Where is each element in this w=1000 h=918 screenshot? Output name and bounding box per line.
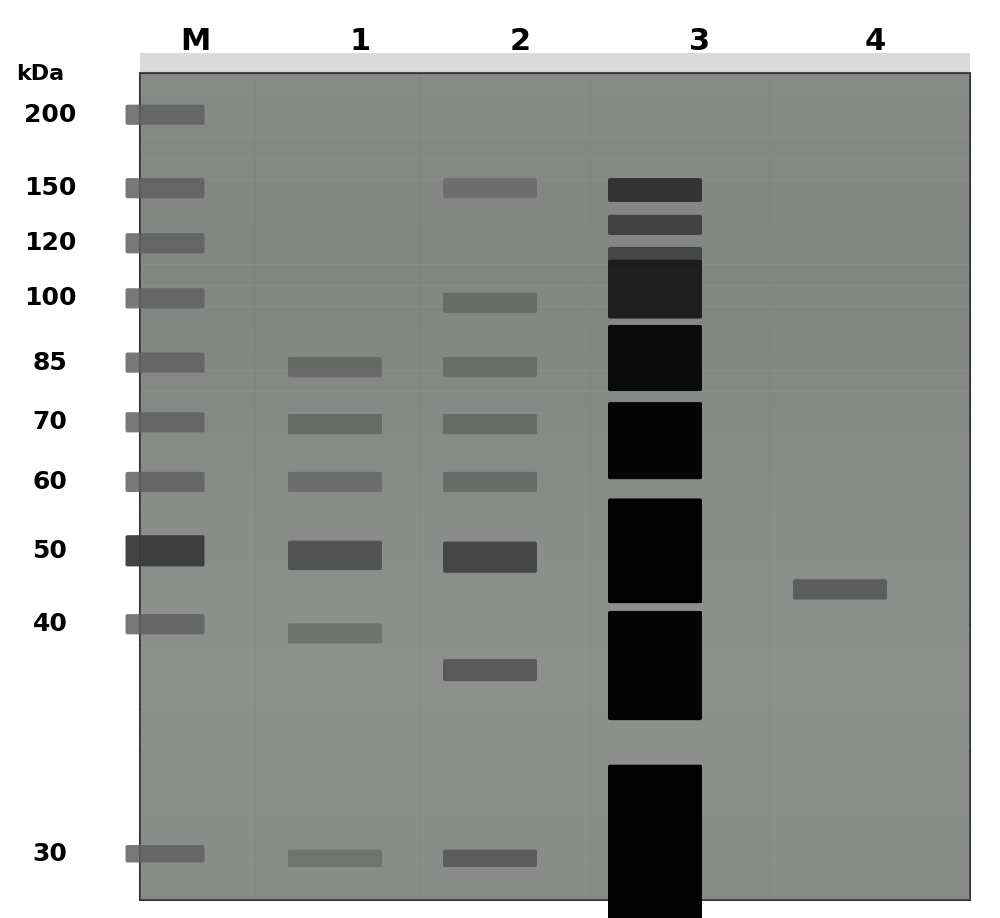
Text: M: M <box>180 27 210 56</box>
Text: 70: 70 <box>33 410 67 434</box>
Bar <box>140 243 970 264</box>
Bar <box>140 329 970 349</box>
Text: 150: 150 <box>24 176 76 200</box>
FancyBboxPatch shape <box>443 178 537 198</box>
FancyBboxPatch shape <box>126 233 205 253</box>
Text: 30: 30 <box>33 842 67 866</box>
Bar <box>140 794 970 815</box>
Text: 40: 40 <box>33 612 67 636</box>
FancyBboxPatch shape <box>126 105 205 125</box>
FancyBboxPatch shape <box>443 357 537 377</box>
Text: 2: 2 <box>509 27 531 56</box>
Text: 85: 85 <box>33 351 67 375</box>
Bar <box>140 582 970 603</box>
FancyBboxPatch shape <box>126 535 205 566</box>
Text: 3: 3 <box>689 27 711 56</box>
FancyBboxPatch shape <box>288 623 382 644</box>
Bar <box>140 519 970 540</box>
Bar <box>140 159 970 179</box>
Bar <box>140 285 970 307</box>
Bar <box>140 667 970 688</box>
FancyBboxPatch shape <box>608 215 702 235</box>
FancyBboxPatch shape <box>288 357 382 377</box>
FancyBboxPatch shape <box>608 325 702 391</box>
FancyBboxPatch shape <box>126 614 205 634</box>
Bar <box>140 117 970 137</box>
Text: 50: 50 <box>33 539 67 563</box>
Bar <box>140 476 970 498</box>
FancyBboxPatch shape <box>608 498 702 603</box>
FancyBboxPatch shape <box>443 472 537 492</box>
Bar <box>140 857 970 879</box>
Bar <box>140 815 970 836</box>
FancyBboxPatch shape <box>443 293 537 313</box>
Bar <box>140 879 970 900</box>
Bar <box>140 434 970 454</box>
Bar <box>140 773 970 794</box>
Text: 1: 1 <box>349 27 371 56</box>
Bar <box>140 688 970 709</box>
FancyBboxPatch shape <box>126 472 205 492</box>
Text: 100: 100 <box>24 286 76 310</box>
FancyBboxPatch shape <box>608 402 702 479</box>
Bar <box>140 73 970 900</box>
FancyBboxPatch shape <box>608 178 702 202</box>
Bar <box>140 455 970 476</box>
Bar <box>140 350 970 370</box>
Bar <box>140 52 970 73</box>
Bar <box>140 392 970 412</box>
Bar <box>140 498 970 519</box>
FancyBboxPatch shape <box>608 611 702 720</box>
Bar <box>140 371 970 391</box>
FancyBboxPatch shape <box>608 260 702 319</box>
FancyBboxPatch shape <box>126 353 205 373</box>
FancyBboxPatch shape <box>793 579 887 599</box>
FancyBboxPatch shape <box>126 178 205 198</box>
Text: 120: 120 <box>24 231 76 255</box>
Bar <box>140 604 970 624</box>
Text: 4: 4 <box>864 27 886 56</box>
FancyBboxPatch shape <box>288 472 382 492</box>
FancyBboxPatch shape <box>608 765 702 918</box>
Bar <box>140 625 970 645</box>
FancyBboxPatch shape <box>288 541 382 570</box>
Bar <box>140 74 970 95</box>
FancyBboxPatch shape <box>443 414 537 434</box>
Bar <box>140 264 970 285</box>
Bar <box>140 731 970 751</box>
Text: 200: 200 <box>24 103 76 127</box>
Text: 60: 60 <box>33 470 67 494</box>
Bar <box>140 307 970 328</box>
Bar <box>140 561 970 582</box>
FancyBboxPatch shape <box>443 542 537 573</box>
Text: kDa: kDa <box>16 64 64 84</box>
Bar <box>140 752 970 773</box>
Bar <box>140 222 970 243</box>
FancyBboxPatch shape <box>126 412 205 432</box>
Bar <box>140 201 970 222</box>
FancyBboxPatch shape <box>288 414 382 434</box>
Bar <box>140 180 970 200</box>
FancyBboxPatch shape <box>288 850 382 867</box>
Bar <box>140 138 970 158</box>
Bar <box>140 710 970 730</box>
Bar <box>140 413 970 433</box>
FancyBboxPatch shape <box>126 845 205 863</box>
Bar <box>140 836 970 857</box>
Bar <box>140 540 970 561</box>
FancyBboxPatch shape <box>443 659 537 681</box>
FancyBboxPatch shape <box>608 247 702 267</box>
FancyBboxPatch shape <box>443 850 537 867</box>
Bar <box>140 95 970 116</box>
Bar <box>140 646 970 666</box>
FancyBboxPatch shape <box>126 288 205 308</box>
